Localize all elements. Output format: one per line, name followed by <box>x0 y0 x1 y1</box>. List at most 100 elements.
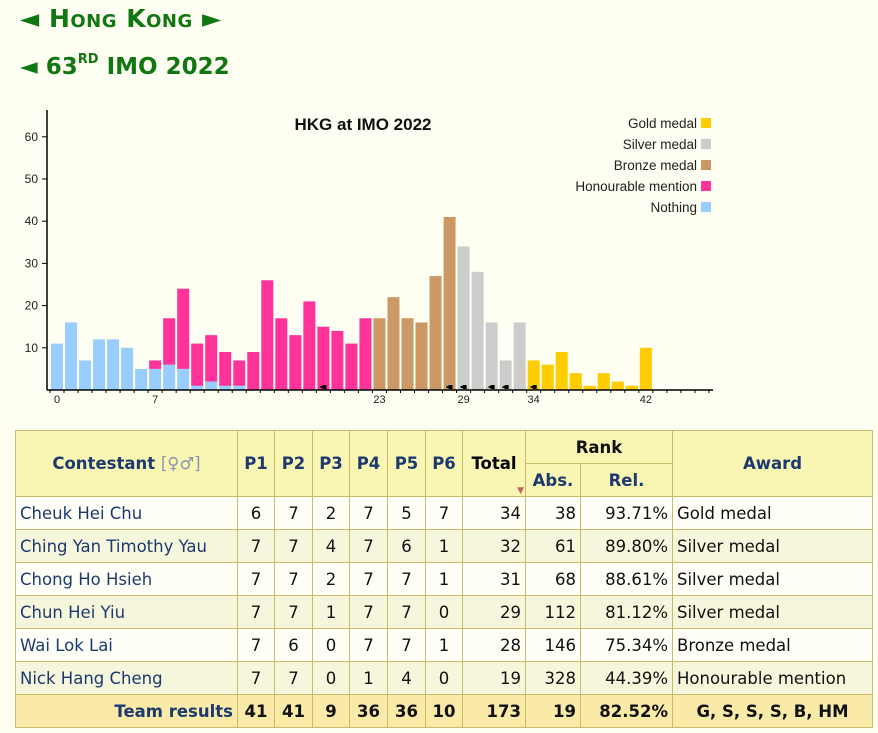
rel-rank: 89.80% <box>580 529 673 563</box>
p6-header[interactable]: P6 <box>425 430 463 497</box>
imo-heading: ◄ 63RD IMO 2022 <box>20 52 230 80</box>
bar <box>219 352 232 386</box>
table-row: Chong Ho Hsieh 7 7 2 7 7 1 31 68 88.61% Silver … <box>15 562 873 596</box>
bar <box>79 360 92 390</box>
legend-swatch <box>701 160 711 170</box>
rank-header: Rank <box>525 430 673 464</box>
contestant-name-link[interactable]: Chong Ho Hsieh <box>15 562 238 596</box>
bar <box>401 318 414 390</box>
bar <box>331 330 344 390</box>
bar <box>303 301 316 390</box>
contestant-name-link[interactable]: Nick Hang Cheng <box>15 661 238 695</box>
bar <box>429 276 442 390</box>
bar <box>163 364 176 390</box>
bar <box>443 216 456 390</box>
bar <box>121 347 134 390</box>
problem-score: 7 <box>349 562 388 596</box>
bar <box>65 322 78 390</box>
problem-score: 1 <box>425 628 463 662</box>
legend-swatch <box>701 139 711 149</box>
contestant-header[interactable]: Contestant [♀♂] <box>15 430 238 497</box>
gender-symbol[interactable]: [♀♂] <box>160 454 201 473</box>
problem-score: 7 <box>274 562 313 596</box>
problem-score: 7 <box>349 529 388 563</box>
problem-score: 4 <box>312 529 350 563</box>
next-country-arrow-icon[interactable]: ► <box>201 4 222 33</box>
bar <box>191 385 204 390</box>
contestant-name-link[interactable]: Wai Lok Lai <box>15 628 238 662</box>
team-problem-score: 9 <box>312 694 350 728</box>
bar <box>345 343 358 390</box>
contestant-name-link[interactable]: Chun Hei Yiu <box>15 595 238 629</box>
total-header-label: Total <box>471 454 517 473</box>
award: Gold medal <box>672 496 873 530</box>
problem-score: 7 <box>274 595 313 629</box>
contestant-name-link[interactable]: Cheuk Hei Chu <box>15 496 238 530</box>
imo-title: IMO 2022 <box>106 54 230 80</box>
problem-score: 7 <box>387 562 426 596</box>
bar <box>317 326 330 390</box>
award-header[interactable]: Award <box>672 430 873 497</box>
team-abs-rank: 19 <box>525 694 581 728</box>
prev-imo-arrow-icon[interactable]: ◄ <box>20 54 38 80</box>
table-row: Cheuk Hei Chu 6 7 2 7 5 7 34 38 93.71% Gold med… <box>15 496 873 530</box>
problem-score: 2 <box>312 562 350 596</box>
rel-rank-header[interactable]: Rel. <box>580 463 673 497</box>
y-tick-label: 40 <box>25 214 39 228</box>
p5-header[interactable]: P5 <box>387 430 426 497</box>
legend-swatch <box>701 181 711 191</box>
problem-score: 6 <box>387 529 426 563</box>
legend-label: Silver medal <box>623 137 697 152</box>
bar <box>625 385 638 390</box>
team-results-row: Team results 41 41 9 36 36 10 173 19 82.52% G, … <box>15 694 873 728</box>
problem-score: 7 <box>274 529 313 563</box>
p2-header[interactable]: P2 <box>274 430 313 497</box>
problem-score: 7 <box>237 661 275 695</box>
problem-score: 1 <box>349 661 388 695</box>
total-header[interactable]: Total ▼ <box>462 430 526 497</box>
prev-country-arrow-icon[interactable]: ◄ <box>20 4 40 33</box>
award: Silver medal <box>672 562 873 596</box>
team-problem-score: 36 <box>349 694 388 728</box>
contestant-name-link[interactable]: Ching Yan Timothy Yau <box>15 529 238 563</box>
x-tick-label: 34 <box>528 394 540 406</box>
problem-score: 7 <box>237 562 275 596</box>
country-heading: ◄ Hong Kong ► <box>20 4 222 33</box>
abs-rank: 112 <box>525 595 581 629</box>
abs-rank: 328 <box>525 661 581 695</box>
legend-label: Gold medal <box>628 116 697 131</box>
team-rel-rank: 82.52% <box>580 694 673 728</box>
total-score: 34 <box>462 496 526 530</box>
bar <box>359 318 372 390</box>
problem-score: 0 <box>312 628 350 662</box>
abs-rank: 38 <box>525 496 581 530</box>
bar <box>177 368 190 390</box>
bar <box>527 360 540 390</box>
abs-rank-header[interactable]: Abs. <box>525 463 581 497</box>
bar <box>233 385 246 390</box>
legend-swatch <box>701 202 711 212</box>
p1-header[interactable]: P1 <box>237 430 275 497</box>
total-score: 29 <box>462 595 526 629</box>
team-problem-score: 41 <box>274 694 313 728</box>
problem-score: 5 <box>387 496 426 530</box>
problem-score: 0 <box>425 661 463 695</box>
problem-score: 7 <box>237 628 275 662</box>
y-tick-label: 20 <box>25 299 39 313</box>
award: Bronze medal <box>672 628 873 662</box>
bar <box>499 360 512 390</box>
problem-score: 7 <box>349 496 388 530</box>
bar <box>275 318 288 390</box>
y-tick-label: 30 <box>25 256 39 270</box>
legend-label: Bronze medal <box>614 158 697 173</box>
p4-header[interactable]: P4 <box>349 430 388 497</box>
abs-rank: 68 <box>525 562 581 596</box>
award: Honourable mention <box>672 661 873 695</box>
team-problem-score: 36 <box>387 694 426 728</box>
bar <box>149 368 162 390</box>
imo-ordinal: 63 <box>45 54 78 80</box>
bar <box>219 385 232 390</box>
bar <box>555 352 568 390</box>
team-awards: G, S, S, S, B, HM <box>672 694 873 728</box>
p3-header[interactable]: P3 <box>312 430 350 497</box>
